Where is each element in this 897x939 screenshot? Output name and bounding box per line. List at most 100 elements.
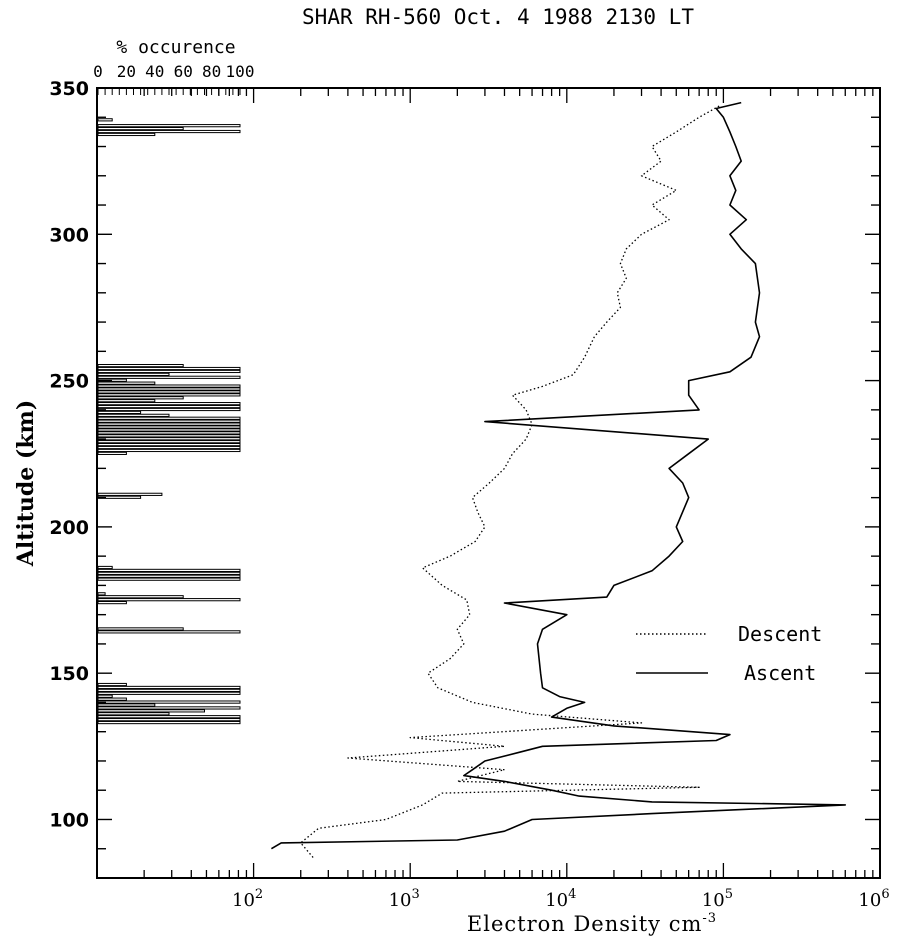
occurrence-bar (97, 571, 241, 575)
occurrence-bar (97, 565, 113, 570)
occurrence-bar (97, 448, 241, 453)
x-tick-label-exponent: 2 (255, 887, 263, 902)
legend-ascent-label: Ascent (744, 661, 816, 685)
occurrence-bar (97, 118, 113, 122)
histogram-title: % occurence (116, 37, 235, 58)
occurrence-bar (97, 416, 241, 420)
occurrence-bar (97, 720, 241, 725)
chart-title: SHAR RH-560 Oct. 4 1988 2130 LT (302, 5, 694, 29)
occurrence-bar (97, 369, 241, 374)
occurrence-bar (97, 364, 184, 368)
y-tick-label: 350 (49, 78, 89, 100)
occurrence-bar (97, 443, 241, 447)
occurrence-bar (97, 127, 184, 131)
occurrence-bar (97, 715, 241, 719)
x-tick-label-base: 10 (232, 890, 255, 911)
occurrence-bar (97, 431, 241, 435)
x-tick-label-base: 10 (702, 890, 725, 911)
histogram-tick-labels: 0 20 40 60 80 100 (93, 62, 254, 95)
y-tick-label: 100 (49, 809, 89, 831)
legend: Descent Ascent (636, 622, 822, 685)
occurrence-bar (97, 703, 156, 707)
occurrence-bar (97, 694, 113, 698)
x-axis-label-text: Electron Density cm (467, 912, 703, 936)
occurrence-bar (97, 390, 241, 394)
x-tick-label-base: 10 (389, 890, 412, 911)
occurrence-bar (97, 709, 205, 713)
x-axis-label-exponent: -3 (702, 911, 717, 926)
y-tick-label: 250 (49, 371, 89, 393)
occurrence-bar (97, 396, 184, 400)
x-tick-label: 102 (232, 887, 263, 911)
occurrence-bar (97, 445, 241, 450)
y-axis-label: Altitude (km) (13, 400, 39, 567)
occurrence-bar (97, 407, 241, 412)
x-tick-label-exponent: 3 (412, 887, 420, 902)
y-tick-label: 200 (49, 517, 89, 539)
x-tick-label-base: 10 (545, 890, 568, 911)
x-axis-label: Electron Density cm-3 (467, 911, 717, 936)
density-profiles (270, 101, 847, 858)
occurrence-bar (97, 402, 241, 406)
occurrence-bar (97, 434, 241, 438)
plot-frame (96, 87, 881, 879)
occurrence-bar (97, 451, 127, 455)
occurrence-bar (97, 718, 241, 722)
y-axis: 100 150 200 250 300 350 (49, 78, 880, 850)
occurrence-bars (97, 118, 241, 725)
x-tick-label: 103 (389, 887, 420, 911)
occurrence-bar (97, 697, 127, 701)
occurrence-bar (97, 413, 170, 417)
occurrence-bar (97, 627, 184, 631)
occurrence-bar (97, 592, 106, 596)
occurrence-bar (97, 437, 241, 441)
occurrence-bar (97, 577, 241, 581)
occurrence-bar (97, 393, 241, 397)
occurrence-bar (97, 688, 241, 692)
histogram-tick-label: 20 (117, 62, 136, 81)
occurrence-bar (97, 682, 127, 687)
occurrence-bar (97, 568, 241, 573)
histogram-tick-label: 80 (202, 62, 221, 81)
x-tick-label-exponent: 4 (568, 887, 576, 902)
x-tick-label-base: 10 (858, 890, 881, 911)
occurrence-bar (97, 399, 156, 403)
occurrence-bar (97, 630, 241, 634)
x-tick-label: 105 (702, 887, 733, 911)
occurrence-bar (97, 574, 241, 578)
y-tick-label: 150 (49, 663, 89, 685)
occurrence-bar (97, 712, 170, 716)
occurrence-bar (97, 387, 241, 391)
occurrence-bar (97, 124, 241, 128)
histogram-tick-label: 40 (145, 62, 164, 81)
occurrence-bar (97, 366, 241, 371)
y-tick-label: 300 (49, 224, 89, 246)
legend-descent-label: Descent (738, 622, 822, 646)
occurrence-bar (97, 404, 241, 409)
x-axis: 102 103 104 105 106 (96, 88, 890, 911)
x-tick-label: 106 (858, 887, 889, 911)
occurrence-bar (97, 132, 156, 137)
occurrence-bar (97, 428, 241, 432)
occurrence-bar (97, 372, 170, 376)
occurrence-bar (97, 601, 127, 605)
occurrence-bar (97, 700, 241, 704)
occurrence-bar (97, 378, 127, 382)
occurrence-bar (97, 129, 241, 134)
occurrence-bar (97, 440, 241, 444)
histogram-tick-label: 100 (226, 62, 255, 81)
occurrence-bar (97, 384, 241, 388)
occurrence-bar (97, 685, 241, 690)
histogram-tick-label: 60 (174, 62, 193, 81)
occurrence-bar (97, 495, 142, 499)
occurrence-bar (97, 706, 241, 710)
ascent-profile-line (270, 101, 847, 850)
x-tick-label-exponent: 6 (881, 887, 889, 902)
occurrence-bar (97, 595, 184, 599)
occurrence-bar (97, 422, 241, 426)
occurrence-bar (97, 410, 142, 415)
descent-profile-line (300, 105, 721, 858)
occurrence-bar (97, 492, 163, 496)
occurrence-bar (97, 425, 241, 429)
